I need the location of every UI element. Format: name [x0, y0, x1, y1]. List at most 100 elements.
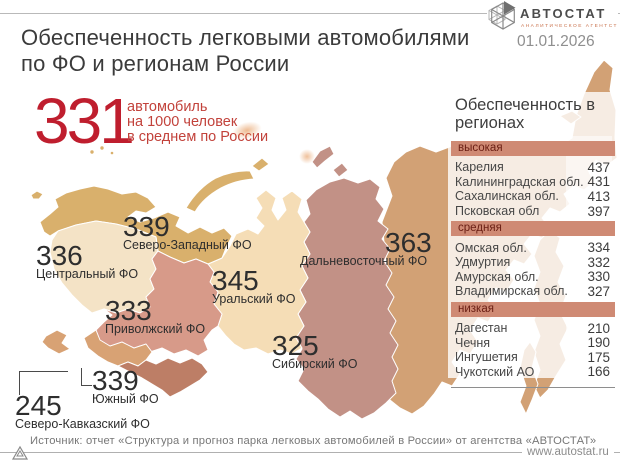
- region-row: Калининградская обл. 431: [448, 174, 618, 190]
- region-value: 437: [587, 159, 610, 175]
- autostat-logo: АВТОСТАТ АНАЛИТИЧЕСКОЕ АГЕНТСТВО: [487, 0, 620, 33]
- region-row: Чечня 190: [448, 335, 618, 350]
- region-name: Чукотский АО: [455, 364, 535, 379]
- headline-stat-caption-line1: автомобиль: [127, 99, 208, 115]
- region-row: Удмуртия 332: [448, 255, 618, 270]
- district-name: Центральный ФО: [36, 267, 139, 281]
- region-value: 330: [587, 269, 610, 285]
- district-value: 325: [272, 330, 319, 361]
- report-date: 01.01.2026: [517, 33, 595, 50]
- value-column-strip: [566, 136, 612, 368]
- page-title-line1: Обеспеченность легковыми автомобилями: [21, 25, 470, 50]
- footer-rule: [0, 452, 620, 453]
- regions-panel-title-line2: регионах: [455, 113, 525, 132]
- region-value: 431: [587, 174, 610, 190]
- district-value: 333: [105, 295, 152, 326]
- map-label-urals-fd: 345 Уральский ФО: [212, 265, 296, 306]
- region-value: 166: [587, 364, 610, 380]
- region-name: Псковская обл: [455, 204, 540, 219]
- map-label-north-caucasus-fd: 245 Северо-Кавказский ФО: [15, 390, 150, 431]
- map-island-severnaya-zemlya-2: [332, 162, 349, 178]
- district-name: Уральский ФО: [212, 292, 296, 306]
- district-value: 336: [36, 240, 83, 271]
- map-label-central-fd: 336 Центральный ФО: [36, 240, 139, 281]
- hexagon-wheel-icon: [491, 2, 515, 30]
- region-name: Калининградская обл.: [455, 174, 584, 189]
- district-name: Приволжский ФО: [105, 322, 206, 336]
- district-name: Сибирский ФО: [272, 357, 358, 371]
- map-label-far-eastern-fd: 363 Дальневосточный ФО: [300, 227, 432, 268]
- regions-panel: Обеспеченность в регионах высокая Карели…: [448, 92, 618, 389]
- map-island-franz-josef-2: [99, 145, 105, 151]
- map-island-franz-josef-3: [109, 150, 115, 156]
- region-value: 413: [587, 188, 610, 204]
- region-name: Карелия: [455, 160, 504, 175]
- autostat-logo-graphic: АВТОСТАТ АНАЛИТИЧЕСКОЕ АГЕНТСТВО: [488, 1, 620, 30]
- region-name: Удмуртия: [455, 255, 511, 270]
- map-region-north-caucasus: [117, 357, 209, 398]
- footer-triangle-icon: [11, 445, 29, 460]
- region-name: Чечня: [455, 335, 491, 350]
- region-row: Сахалинская обл. 413: [448, 189, 618, 204]
- headline-stat-value: 331: [34, 85, 135, 157]
- region-row: Псковская обл 397: [448, 204, 618, 219]
- map-island-severnaya-zemlya: [311, 145, 335, 169]
- region-name: Сахалинская обл.: [455, 189, 559, 204]
- region-value: 332: [587, 254, 610, 270]
- region-name: Владимирская обл.: [455, 284, 568, 299]
- map-label-siberian-fd: 325 Сибирский ФО: [272, 330, 358, 371]
- map-island-franz-josef-1: [89, 149, 95, 155]
- region-group-header-low: низкая: [451, 301, 615, 317]
- region-group-header-medium: средняя: [451, 221, 615, 237]
- headline-stat-caption-line2: на 1000 человек: [127, 113, 238, 130]
- region-value: 327: [587, 283, 610, 299]
- map-region-siberia: [295, 177, 399, 420]
- district-name: Северо-Кавказский ФО: [15, 417, 150, 431]
- map-island-novaya-zemlya: [185, 170, 255, 213]
- region-name: Омская обл.: [455, 240, 527, 255]
- logo-tagline: АНАЛИТИЧЕСКОЕ АГЕНТСТВО: [521, 23, 618, 29]
- region-name: Дагестан: [455, 321, 508, 336]
- map-region-urals: [207, 189, 311, 355]
- region-row: Амурская обл. 330: [448, 269, 618, 285]
- region-value: 210: [587, 320, 610, 336]
- header-rule: [0, 13, 620, 14]
- map-region-kaliningrad: [30, 190, 44, 200]
- district-value: 363: [385, 227, 432, 258]
- page-title-line2: по ФО и регионам России: [21, 51, 290, 76]
- map-label-northwestern-fd: 339 Северо-Западный ФО: [123, 213, 252, 252]
- district-value: 345: [212, 265, 259, 296]
- logo-dark-triangle: [504, 1, 516, 15]
- page-title: Обеспеченность легковыми автомобилями по…: [21, 25, 470, 77]
- headline-stat-caption: автомобиль на 1000 человек в среднем по …: [127, 100, 268, 144]
- region-row: Омская обл. 334: [448, 240, 618, 255]
- logo-wordmark: АВТОСТАТ: [520, 6, 606, 21]
- region-row: Ингушетия 175: [448, 350, 618, 365]
- region-value: 190: [587, 335, 610, 351]
- connector-line-north-caucasus-fd: [19, 371, 68, 395]
- district-name: Южный ФО: [92, 392, 159, 406]
- region-row: Дагестан 210: [448, 321, 618, 336]
- source-note: Источник: отчет «Структура и прогноз пар…: [30, 435, 597, 447]
- region-row: Карелия 437: [448, 160, 618, 175]
- panel-bottom-rule: [451, 387, 615, 389]
- region-row: Владимирская обл. 327: [448, 284, 618, 299]
- headline-stat-caption-line3: в среднем по России: [127, 128, 269, 145]
- regions-panel-title: Обеспеченность в регионах: [448, 92, 618, 138]
- connector-line-southern-fd: [81, 368, 92, 386]
- region-value: 397: [587, 203, 610, 219]
- district-value: 245: [15, 390, 62, 421]
- map-region-crimea: [41, 329, 71, 355]
- region-value: 334: [587, 240, 610, 256]
- district-name: Дальневосточный ФО: [300, 254, 428, 268]
- website-link[interactable]: www.autostat.ru: [522, 446, 614, 458]
- region-value: 175: [587, 349, 610, 365]
- regions-panel-title-line1: Обеспеченность в: [455, 96, 596, 114]
- region-name: Амурская обл.: [455, 269, 539, 284]
- map-label-southern-fd: 339 Южный ФО: [92, 365, 159, 406]
- district-value: 339: [92, 365, 139, 396]
- district-name: Северо-Западный ФО: [123, 238, 252, 252]
- map-island-novaya-zemlya-2: [251, 157, 270, 172]
- map-label-volga-fd: 333 Приволжский ФО: [105, 295, 206, 336]
